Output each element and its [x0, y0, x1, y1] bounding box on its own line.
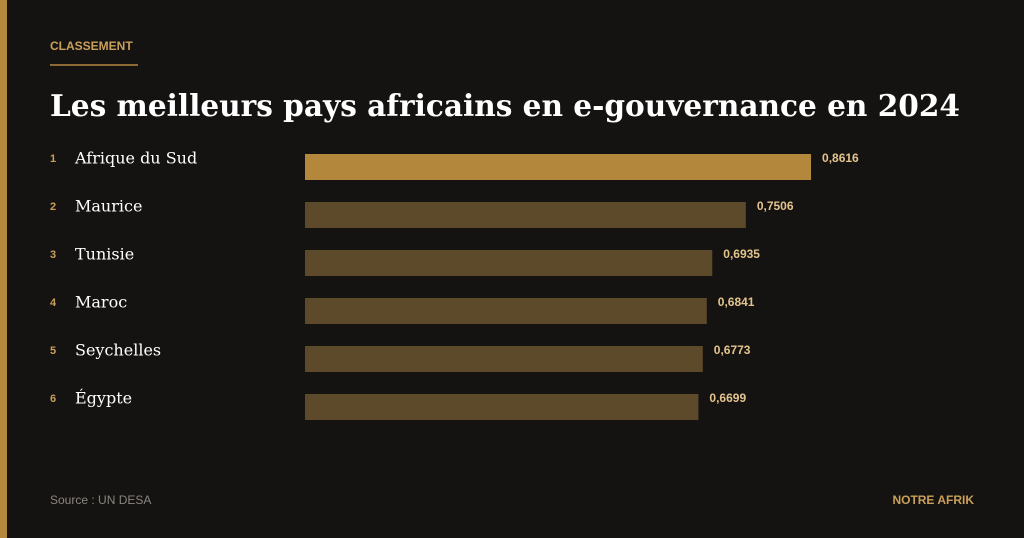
bar — [305, 394, 699, 420]
value-label: 0,6841 — [718, 295, 755, 309]
source: Source : UN DESA — [50, 493, 151, 507]
value-label: 0,7506 — [757, 199, 794, 213]
accent-stripe — [0, 0, 7, 538]
bar — [305, 346, 703, 372]
category-label: Afrique du Sud — [74, 149, 197, 168]
rank: 2 — [50, 201, 56, 213]
bar — [305, 250, 713, 276]
category-label: Maurice — [75, 197, 142, 216]
value-label: 0,6699 — [709, 391, 746, 405]
value-label: 0,8616 — [822, 151, 859, 165]
rank: 4 — [50, 297, 57, 309]
brand: NOTRE AFRIK — [892, 493, 974, 507]
category-label: Seychelles — [75, 341, 161, 360]
value-label: 0,6935 — [723, 247, 760, 261]
category-label: Égypte — [75, 388, 132, 408]
rank: 1 — [50, 153, 56, 165]
bar — [305, 154, 812, 180]
rank: 6 — [50, 393, 56, 405]
category-label: Maroc — [75, 293, 127, 312]
bar — [305, 298, 707, 324]
category-label: Tunisie — [75, 245, 134, 264]
bar — [305, 202, 746, 228]
chart-title: Les meilleurs pays africains en e-gouver… — [50, 89, 960, 124]
rank: 3 — [50, 249, 56, 261]
value-label: 0,6773 — [714, 343, 751, 357]
kicker: CLASSEMENT — [50, 39, 133, 53]
rank: 5 — [50, 345, 56, 357]
